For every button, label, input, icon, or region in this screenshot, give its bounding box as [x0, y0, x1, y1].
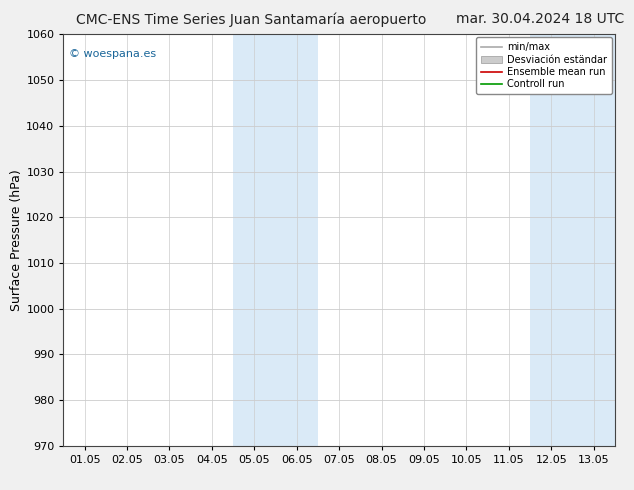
Y-axis label: Surface Pressure (hPa): Surface Pressure (hPa) — [11, 169, 23, 311]
Bar — [233, 34, 318, 446]
Text: CMC-ENS Time Series Juan Santamaría aeropuerto: CMC-ENS Time Series Juan Santamaría aero… — [76, 12, 427, 27]
Bar — [530, 34, 615, 446]
Text: © woespana.es: © woespana.es — [69, 49, 156, 59]
Text: mar. 30.04.2024 18 UTC: mar. 30.04.2024 18 UTC — [456, 12, 624, 26]
Legend: min/max, Desviación eständar, Ensemble mean run, Controll run: min/max, Desviación eständar, Ensemble m… — [476, 37, 612, 94]
